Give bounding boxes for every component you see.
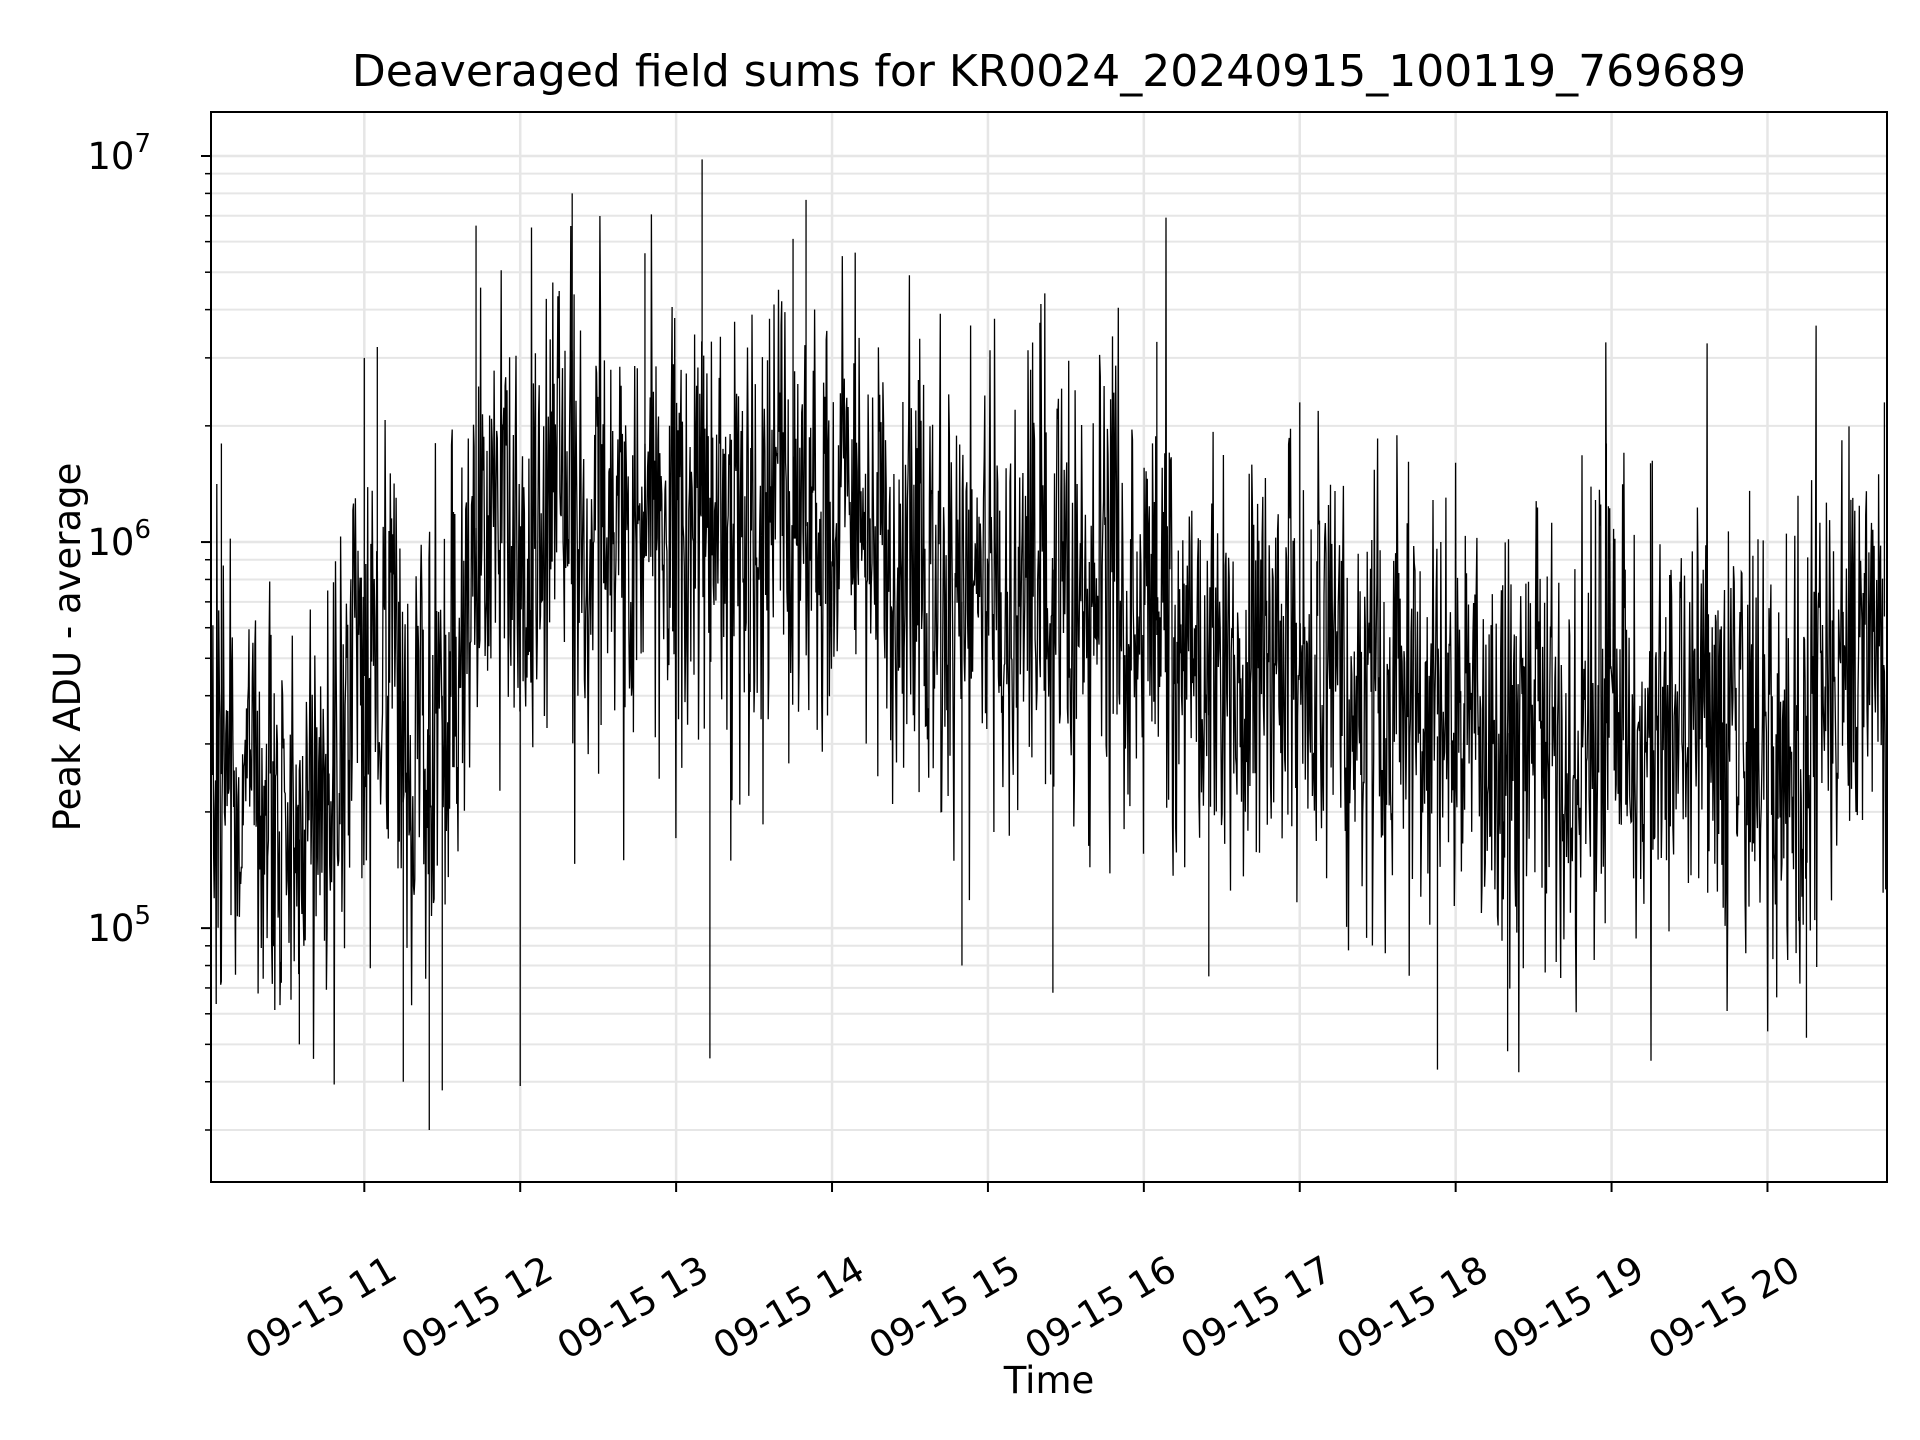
plot-frame xyxy=(210,111,1888,1183)
y-tick-label: 105 xyxy=(87,901,151,950)
series-line xyxy=(210,214,1888,1085)
chart-title: Deaveraged field sums for KR0024_2024091… xyxy=(352,46,1746,97)
y-tick-label: 106 xyxy=(87,515,151,564)
y-axis: 105 106 107 xyxy=(87,129,211,1131)
x-axis-label: Time xyxy=(1003,1359,1095,1402)
y-tick-label: 107 xyxy=(87,129,151,178)
data-series xyxy=(210,159,1888,1130)
y-axis-label: Peak ADU - average xyxy=(46,463,89,832)
